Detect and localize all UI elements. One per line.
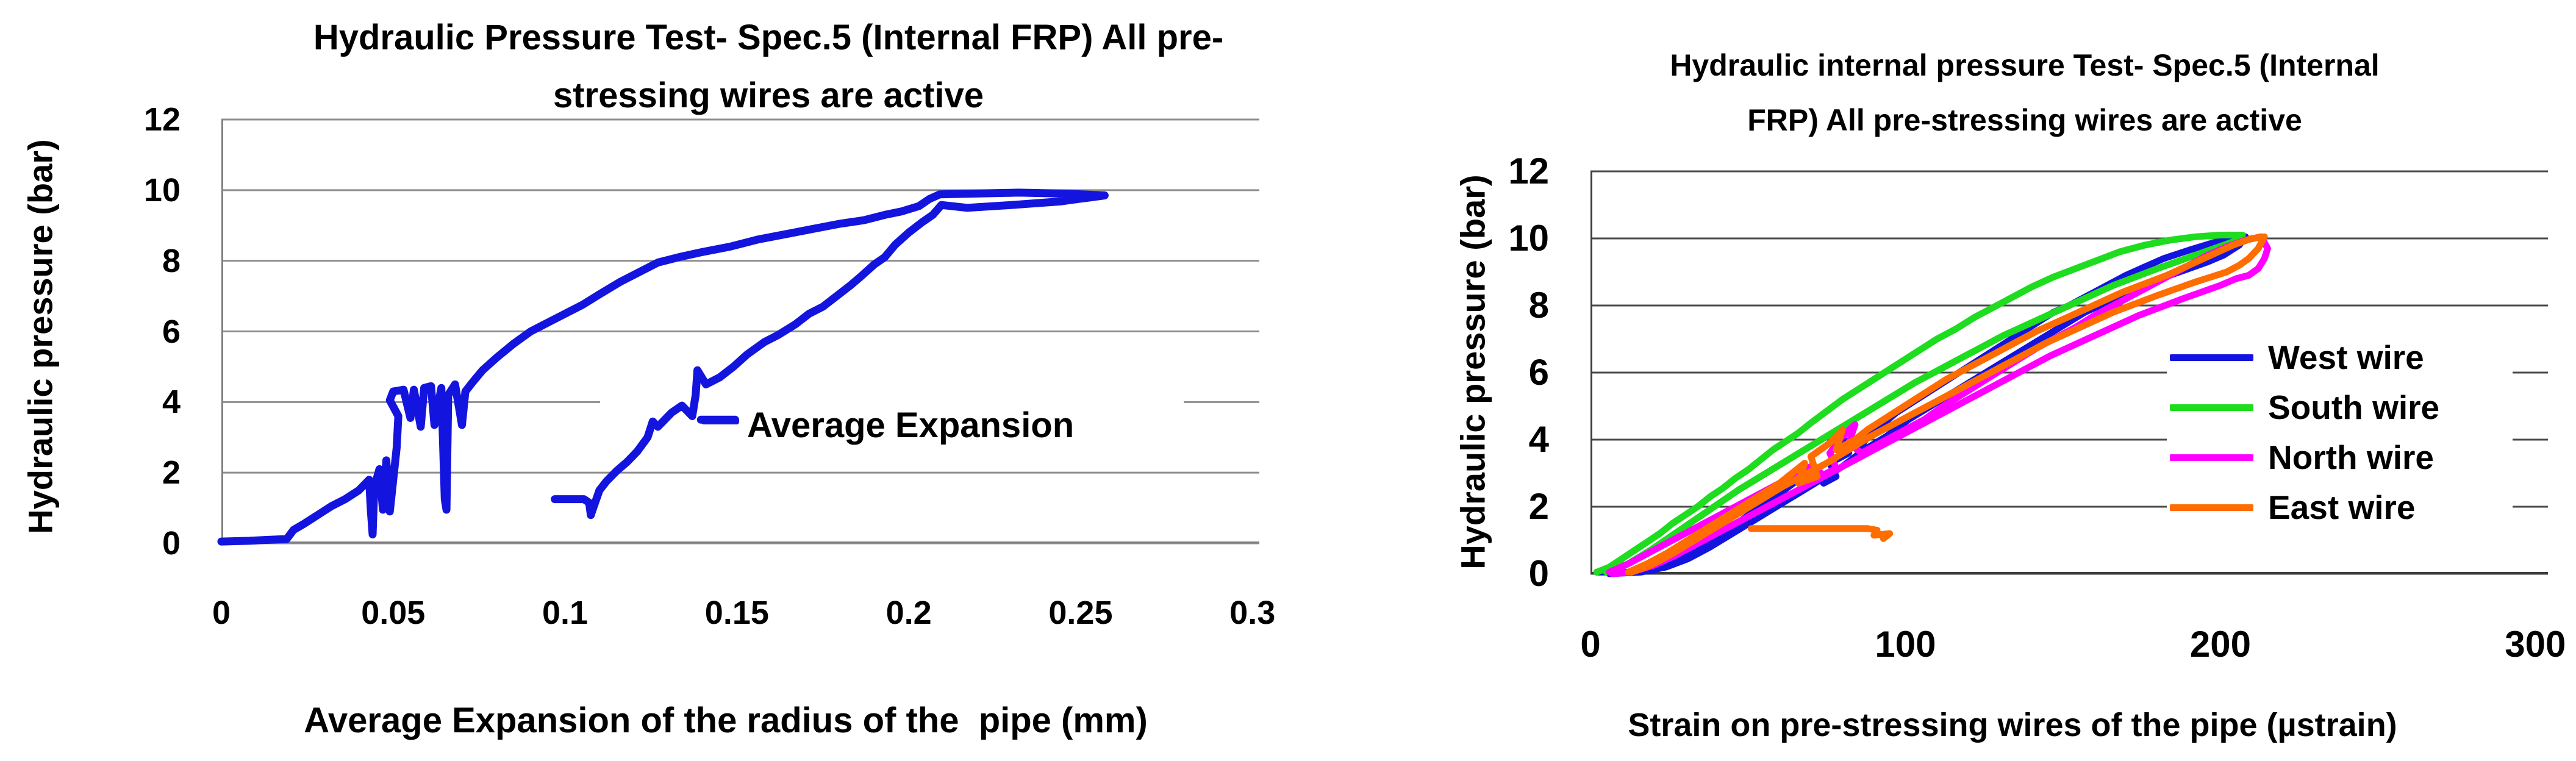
x-tick-label: 300	[2505, 624, 2566, 665]
x-tick-label: 200	[2189, 624, 2251, 665]
chart-right-title-line1: Hydraulic internal pressure Test- Spec.5…	[1670, 48, 2380, 82]
y-tick-label: 10	[143, 171, 181, 209]
legend-item-east-wire: East wire	[2170, 482, 2536, 532]
x-tick-label: 0.25	[1048, 595, 1113, 631]
legend: West wire South wire North wire East wir…	[2170, 332, 2536, 532]
chart-left-title-line2: stressing wires are active	[553, 76, 984, 115]
x-tick-label: 0.05	[361, 595, 426, 631]
legend-item-west-wire: West wire	[2170, 332, 2536, 382]
chart-right-title: Hydraulic internal pressure Test- Spec.5…	[1506, 38, 2543, 148]
x-tick-label: 0	[212, 595, 231, 631]
series-line-average-expansion	[217, 188, 1109, 546]
legend-label-west-wire: West wire	[2268, 338, 2424, 376]
y-tick-label: 6	[162, 313, 181, 350]
legend-label-south-wire: South wire	[2268, 388, 2440, 426]
x-tick-label: 100	[1875, 624, 1936, 665]
y-tick-label: 0	[1528, 553, 1549, 594]
x-tick-label: 0.1	[542, 595, 589, 631]
y-tick-label: 12	[143, 101, 181, 138]
series-line-north-wire	[1606, 233, 2271, 577]
y-tick-label: 8	[162, 242, 181, 279]
legend-item-north-wire: North wire	[2170, 432, 2536, 482]
y-tick-label: 2	[162, 454, 181, 491]
x-tick-label: 0.15	[704, 595, 769, 631]
y-tick-label: 0	[162, 525, 181, 562]
y-tick-label: 12	[1508, 151, 1549, 191]
legend-label-north-wire: North wire	[2268, 438, 2434, 476]
chart-left-pressure-vs-expansion: Hydraulic Pressure Test- Spec.5 (Interna…	[21, 18, 1276, 740]
legend-label-east-wire: East wire	[2268, 488, 2416, 526]
y-tick-label: 4	[1528, 419, 1549, 460]
series-label-average-expansion: Average Expansion	[747, 406, 1075, 445]
chart-right-x-axis-title: Strain on pre-stressing wires of the pip…	[1628, 707, 2397, 743]
chart-left-x-axis-title: Average Expansion of the radius of the p…	[304, 701, 1148, 740]
chart-right-plot-area	[1590, 170, 2548, 577]
series-line-south-wire	[1593, 232, 2246, 576]
series-label-leader-line	[701, 419, 739, 424]
legend-line-north-wire-icon	[2170, 454, 2253, 461]
chart-left-title: Hydraulic Pressure Test- Spec.5 (Interna…	[189, 9, 1348, 124]
y-tick-label: 4	[162, 384, 181, 421]
legend-line-west-wire-icon	[2170, 354, 2253, 361]
chart-right-title-line2: FRP) All pre-stressing wires are active	[1747, 103, 2302, 137]
series-line-east-wire	[1747, 525, 1894, 542]
y-tick-label: 6	[1528, 352, 1549, 393]
x-tick-label: 0.2	[886, 595, 932, 631]
y-tick-label: 8	[1528, 285, 1549, 326]
chart-left-y-axis-title: Hydraulic pressure (bar)	[21, 139, 60, 534]
chart-left-title-line1: Hydraulic Pressure Test- Spec.5 (Interna…	[313, 18, 1224, 57]
legend-item-south-wire: South wire	[2170, 382, 2536, 432]
x-tick-label: 0.3	[1229, 595, 1276, 631]
chart-right-pressure-vs-strain: Hydraulic internal pressure Test- Spec.5…	[1403, 0, 2576, 761]
legend-line-east-wire-icon	[2170, 504, 2253, 511]
y-tick-label: 2	[1528, 486, 1549, 527]
chart-left-plot-area	[217, 118, 1259, 546]
legend-line-south-wire-icon	[2170, 404, 2253, 411]
y-tick-label: 10	[1508, 218, 1549, 259]
x-tick-label: 0	[1580, 624, 1601, 665]
series-line-east-wire	[1625, 233, 2268, 576]
